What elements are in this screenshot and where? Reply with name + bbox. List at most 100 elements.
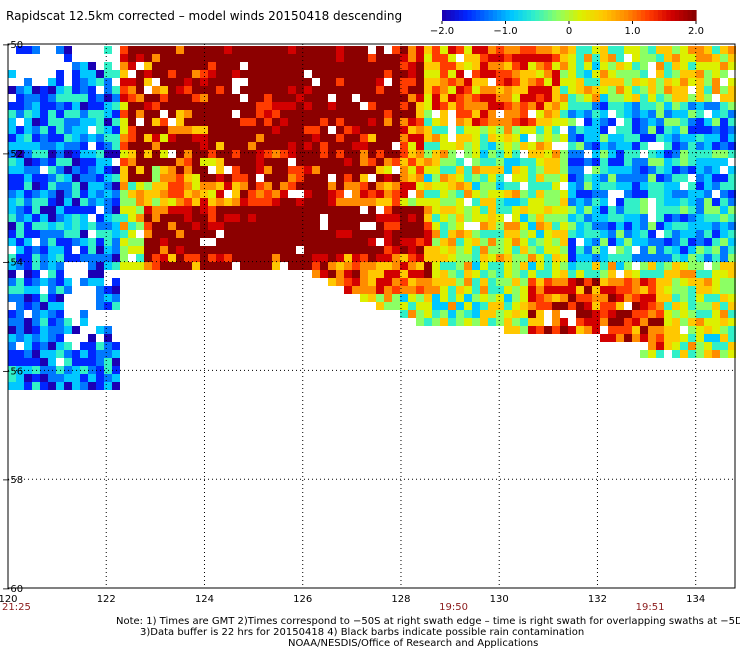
wind-diff-cell — [352, 142, 360, 150]
wind-diff-cell — [192, 214, 200, 222]
wind-diff-cell — [544, 270, 552, 278]
wind-diff-cell — [640, 134, 648, 142]
wind-diff-cell — [664, 222, 672, 230]
wind-diff-cell — [368, 254, 376, 262]
wind-diff-cell — [120, 150, 128, 158]
wind-diff-cell — [640, 166, 648, 174]
wind-diff-cell — [592, 246, 600, 254]
wind-diff-cell — [136, 198, 144, 206]
wind-diff-cell — [680, 126, 688, 134]
wind-diff-cell — [400, 278, 408, 286]
wind-diff-cell — [680, 190, 688, 198]
wind-diff-cell — [360, 214, 368, 222]
wind-diff-cell — [504, 326, 512, 334]
wind-diff-cell — [336, 222, 344, 230]
wind-diff-cell — [656, 86, 664, 94]
wind-diff-cell — [648, 334, 656, 342]
wind-diff-cell — [616, 182, 624, 190]
wind-diff-cell — [480, 278, 488, 286]
wind-diff-cell — [728, 102, 736, 110]
wind-diff-cell — [480, 70, 488, 78]
wind-diff-cell — [176, 254, 184, 262]
wind-diff-cell — [32, 342, 40, 350]
wind-diff-cell — [376, 214, 384, 222]
wind-diff-cell — [104, 86, 112, 94]
wind-diff-cell — [280, 46, 288, 54]
wind-diff-cell — [528, 78, 536, 86]
wind-diff-cell — [16, 166, 24, 174]
wind-diff-cell — [72, 238, 80, 246]
wind-diff-cell — [192, 118, 200, 126]
wind-diff-cell — [264, 70, 272, 78]
wind-diff-cell — [584, 102, 592, 110]
wind-diff-cell — [416, 222, 424, 230]
wind-diff-cell — [608, 278, 616, 286]
wind-diff-cell — [544, 262, 552, 270]
wind-diff-cell — [88, 150, 96, 158]
wind-diff-cell — [600, 158, 608, 166]
wind-diff-cell — [368, 286, 376, 294]
wind-diff-cell — [320, 134, 328, 142]
wind-diff-cell — [264, 238, 272, 246]
wind-diff-cell — [40, 342, 48, 350]
wind-diff-cell — [568, 198, 576, 206]
wind-diff-cell — [280, 70, 288, 78]
wind-diff-cell — [696, 326, 704, 334]
wind-diff-cell — [232, 102, 240, 110]
wind-diff-cell — [48, 326, 56, 334]
wind-diff-cell — [656, 294, 664, 302]
wind-diff-cell — [80, 214, 88, 222]
wind-diff-cell — [224, 254, 232, 262]
wind-diff-cell — [488, 278, 496, 286]
wind-diff-cell — [168, 230, 176, 238]
wind-diff-cell — [552, 198, 560, 206]
wind-diff-cell — [16, 158, 24, 166]
wind-diff-cell — [264, 190, 272, 198]
wind-diff-cell — [80, 150, 88, 158]
wind-diff-cell — [536, 310, 544, 318]
wind-diff-cell — [632, 78, 640, 86]
wind-diff-cell — [520, 286, 528, 294]
wind-diff-cell — [616, 246, 624, 254]
wind-diff-cell — [584, 70, 592, 78]
wind-diff-cell — [16, 102, 24, 110]
wind-diff-cell — [112, 118, 120, 126]
wind-diff-cell — [584, 86, 592, 94]
wind-diff-cell — [392, 254, 400, 262]
wind-diff-cell — [168, 254, 176, 262]
wind-diff-cell — [312, 150, 320, 158]
wind-diff-cell — [240, 246, 248, 254]
wind-diff-cell — [288, 230, 296, 238]
wind-diff-cell — [408, 262, 416, 270]
wind-diff-cell — [56, 150, 64, 158]
wind-diff-cell — [528, 278, 536, 286]
wind-diff-cell — [352, 118, 360, 126]
wind-diff-cell — [208, 102, 216, 110]
wind-diff-cell — [664, 78, 672, 86]
wind-diff-cell — [656, 158, 664, 166]
wind-diff-cell — [448, 142, 456, 150]
wind-diff-cell — [248, 70, 256, 78]
wind-diff-cell — [672, 286, 680, 294]
wind-diff-cell — [304, 134, 312, 142]
wind-diff-cell — [288, 222, 296, 230]
wind-diff-cell — [88, 102, 96, 110]
wind-diff-cell — [248, 182, 256, 190]
wind-diff-cell — [16, 254, 24, 262]
wind-diff-cell — [576, 214, 584, 222]
wind-diff-cell — [480, 198, 488, 206]
wind-diff-cell — [144, 126, 152, 134]
wind-diff-cell — [616, 62, 624, 70]
wind-diff-cell — [688, 342, 696, 350]
wind-diff-cell — [288, 118, 296, 126]
wind-diff-cell — [720, 230, 728, 238]
wind-diff-cell — [168, 158, 176, 166]
wind-diff-cell — [280, 246, 288, 254]
wind-diff-cell — [656, 110, 664, 118]
wind-diff-cell — [192, 126, 200, 134]
wind-diff-cell — [160, 134, 168, 142]
wind-diff-cell — [544, 222, 552, 230]
wind-diff-cell — [320, 190, 328, 198]
wind-diff-cell — [328, 262, 336, 270]
